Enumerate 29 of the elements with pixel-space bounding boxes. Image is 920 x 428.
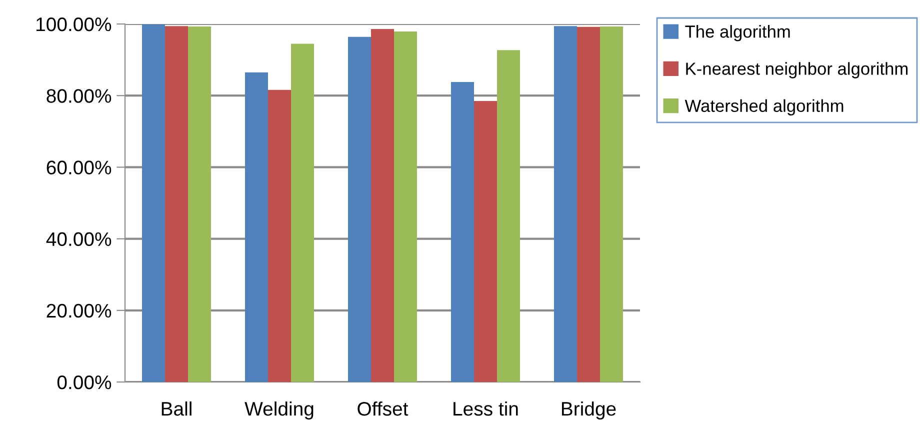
- bar: [291, 44, 314, 382]
- y-tick-label: 40.00%: [46, 232, 112, 246]
- bar: [450, 82, 474, 382]
- x-tick-label: Bridge: [562, 401, 616, 420]
- x-tick-label: Ball: [162, 401, 192, 416]
- x-tick-label: Welding: [244, 401, 314, 420]
- bar: [188, 26, 212, 382]
- y-tick-label: 0.00%: [57, 375, 112, 390]
- bar: [371, 29, 394, 382]
- bar: [244, 72, 268, 382]
- bar: [348, 36, 371, 382]
- legend-label: The algorithm: [685, 25, 790, 42]
- bar: [577, 26, 600, 382]
- legend-label: K-nearest neighbor algorithm: [686, 62, 908, 78]
- legend-label: Watershed algorithm: [684, 99, 844, 116]
- bar: [497, 50, 520, 382]
- bar: [142, 24, 165, 382]
- bar: [600, 26, 624, 382]
- x-tick-label: Offset: [358, 401, 408, 416]
- bar: [394, 32, 418, 382]
- bar: [474, 100, 497, 382]
- x-tick-label: Less tin: [454, 401, 518, 416]
- bar: [554, 26, 577, 382]
- y-tick-label: 60.00%: [46, 160, 112, 174]
- y-tick-label: 80.00%: [46, 89, 112, 103]
- y-tick-label: 100.00%: [36, 17, 112, 32]
- y-tick-label: 20.00%: [46, 304, 112, 318]
- bar: [268, 90, 291, 382]
- bar: [165, 26, 188, 382]
